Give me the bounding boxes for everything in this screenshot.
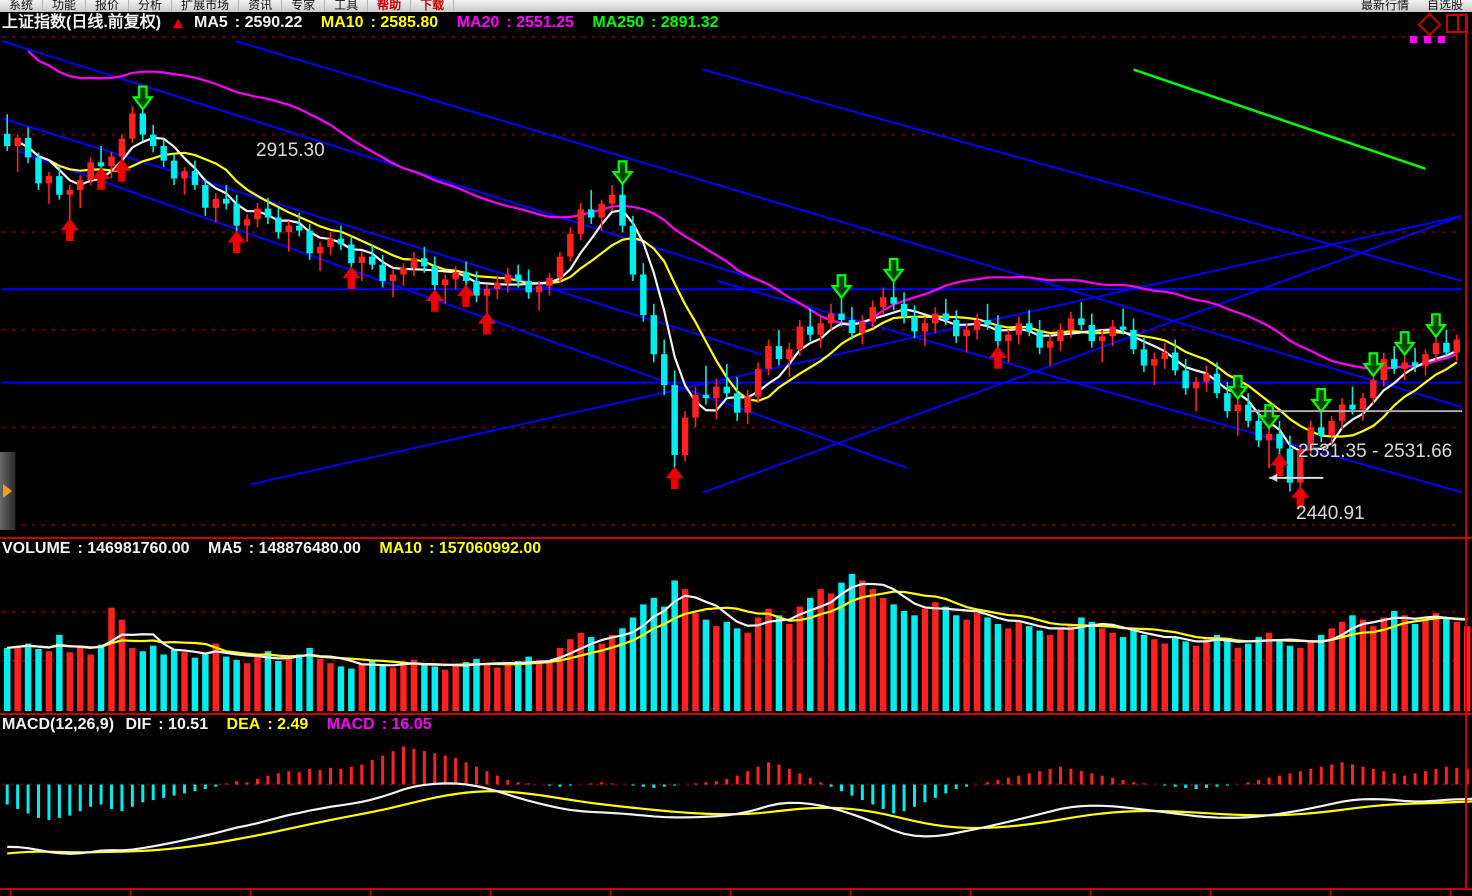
high-price-annotation: 2915.30 [256,140,325,161]
axis-tick [250,890,251,896]
chart-tool-icons[interactable] [1417,12,1468,37]
axis-tick [1210,890,1211,896]
menu-item-1[interactable]: 功能 [43,0,87,12]
macd-dif-legend: DIF: 10.51 [125,716,209,733]
menu-item-3[interactable]: 分析 [129,0,173,12]
expand-arrow-icon [3,484,12,498]
volume-legend: VOLUME: 146981760.00 MA5: 148876480.00 M… [2,540,555,558]
axis-tick [730,890,731,896]
menu-item-4[interactable]: 扩展市场 [172,0,240,12]
axis-tick [1330,890,1331,896]
date-axis [0,888,1472,896]
menu-item-8[interactable]: 帮助 [368,0,412,12]
volume-ma10-legend: MA10: 157060992.00 [379,540,542,557]
toolbar-right-item-0[interactable]: 最新行情 [1360,0,1409,12]
axis-tick [970,890,971,896]
price-chart-pane[interactable]: 上证指数(日线.前复权) MA5: 2590.22 MA10: 2585.80 … [0,13,1472,537]
menu-item-0[interactable]: 系统 [0,0,44,12]
axis-tick [1450,890,1451,896]
macd-plot [2,715,1472,888]
drag-dots-indicator [1410,36,1445,43]
dot-3 [1438,36,1445,43]
ma250-legend: MA250: 2891.32 [592,14,719,31]
menu-item-2[interactable]: 报价 [86,0,130,12]
menu-item-9[interactable]: 下载 [411,0,455,12]
axis-tick [850,890,851,896]
diamond-icon[interactable] [1417,12,1442,37]
volume-ma5-legend: MA5: 148876480.00 [208,540,361,557]
axis-tick [610,890,611,896]
dot-2 [1424,36,1431,43]
price-band-annotation: 2531.35 - 2531.66 [1298,441,1453,462]
axis-tick [130,890,131,896]
up-arrow-icon [172,19,183,28]
macd-legend: MACD(12,26,9) DIF: 10.51 DEA: 2.49 MACD:… [2,716,446,734]
main-toolbar[interactable]: 系统 功能 报价 分析 扩展市场 资讯 专家 工具 帮助 下载 最新行情 自选股 [0,0,1472,13]
price-title: 上证指数(日线.前复权) [2,14,162,31]
axis-tick [370,890,371,896]
menu-item-6[interactable]: 专家 [282,0,326,12]
ma5-legend: MA5: 2590.22 [194,14,303,31]
axis-tick [490,890,491,896]
ma10-legend: MA10: 2585.80 [320,14,439,31]
axis-tick [1090,890,1091,896]
volume-title: VOLUME: 146981760.00 [2,540,190,557]
price-candlestick-plot [1,13,1467,537]
dot-1 [1410,36,1417,43]
low-price-annotation: 2440.91 [1296,503,1365,524]
ma20-legend: MA20: 2551.25 [456,14,574,31]
volume-bar-plot [2,539,1471,713]
volume-pane[interactable]: VOLUME: 146981760.00 MA5: 148876480.00 M… [0,537,1472,713]
macd-title: MACD(12,26,9) [2,716,115,733]
menu-item-5[interactable]: 资讯 [239,0,283,12]
toolbar-right-item-1[interactable]: 自选股 [1426,0,1463,12]
menu-item-7[interactable]: 工具 [325,0,369,12]
price-legend: 上证指数(日线.前复权) MA5: 2590.22 MA10: 2585.80 … [2,14,733,32]
axis-tick [10,890,11,896]
macd-pane[interactable]: MACD(12,26,9) DIF: 10.51 DEA: 2.49 MACD:… [0,713,1472,888]
split-panel-icon[interactable] [1446,14,1468,33]
macd-dea-legend: DEA: 2.49 [226,716,309,733]
sidebar-expand-toggle[interactable] [0,452,16,530]
macd-hist-legend: MACD: 16.05 [326,716,432,733]
